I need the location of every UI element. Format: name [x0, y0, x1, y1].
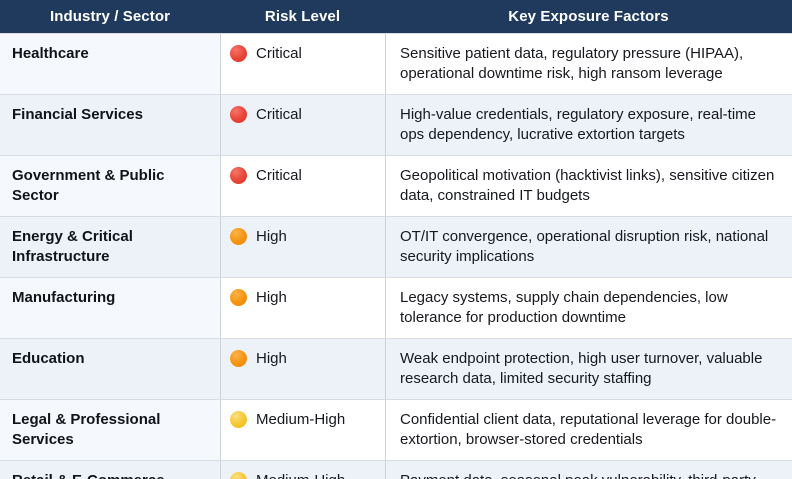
- sector-cell: Retail & E-Commerce: [0, 461, 220, 479]
- table-row: Legal & Professional Services Medium-Hig…: [0, 399, 792, 460]
- risk-level-label: Medium-High: [256, 411, 346, 428]
- risk-dot-icon: [230, 472, 247, 479]
- table-row: Government & Public Sector Critical Geop…: [0, 155, 792, 216]
- sector-cell: Manufacturing: [0, 278, 220, 338]
- risk-cell: Medium-High: [220, 461, 385, 479]
- risk-cell: High: [220, 339, 385, 399]
- risk-cell: High: [220, 278, 385, 338]
- exposure-cell: High-value credentials, regulatory expos…: [385, 95, 792, 155]
- sector-cell: Energy & Critical Infrastructure: [0, 217, 220, 277]
- exposure-cell: Confidential client data, reputational l…: [385, 400, 792, 460]
- risk-dot-icon: [230, 411, 247, 428]
- risk-cell: Critical: [220, 156, 385, 216]
- exposure-cell: Payment data, seasonal peak vulnerabilit…: [385, 461, 792, 479]
- column-header-industry-sector: Industry / Sector: [49, 8, 171, 25]
- table-header-row: Industry / Sector Risk Level Key Exposur…: [0, 0, 792, 33]
- risk-level-label: High: [256, 228, 287, 245]
- sector-cell: Healthcare: [0, 34, 220, 94]
- exposure-cell: OT/IT convergence, operational disruptio…: [385, 217, 792, 277]
- sector-cell: Financial Services: [0, 95, 220, 155]
- risk-level-label: High: [256, 289, 287, 306]
- column-header-key-exposure-factors: Key Exposure Factors: [508, 8, 669, 25]
- table-row: Energy & Critical Infrastructure High OT…: [0, 216, 792, 277]
- exposure-cell: Legacy systems, supply chain dependencie…: [385, 278, 792, 338]
- table-row: Manufacturing High Legacy systems, suppl…: [0, 277, 792, 338]
- risk-dot-icon: [230, 106, 247, 123]
- table-row: Retail & E-Commerce Medium-High Payment …: [0, 460, 792, 479]
- risk-cell: Critical: [220, 34, 385, 94]
- risk-dot-icon: [230, 228, 247, 245]
- table-row: Healthcare Critical Sensitive patient da…: [0, 33, 792, 94]
- risk-cell: High: [220, 217, 385, 277]
- risk-dot-icon: [230, 45, 247, 62]
- exposure-cell: Sensitive patient data, regulatory press…: [385, 34, 792, 94]
- risk-level-label: High: [256, 350, 287, 367]
- exposure-cell: Weak endpoint protection, high user turn…: [385, 339, 792, 399]
- risk-level-label: Critical: [256, 167, 302, 184]
- risk-level-label: Critical: [256, 106, 302, 123]
- risk-dot-icon: [230, 289, 247, 306]
- risk-level-label: Medium-High: [256, 471, 345, 479]
- risk-level-label: Critical: [256, 45, 302, 62]
- sector-cell: Education: [0, 339, 220, 399]
- sector-cell: Government & Public Sector: [0, 156, 220, 216]
- risk-dot-icon: [230, 167, 247, 184]
- risk-cell: Medium-High: [220, 400, 385, 460]
- table-row: Education High Weak endpoint protection,…: [0, 338, 792, 399]
- table-row: Financial Services Critical High-value c…: [0, 94, 792, 155]
- risk-cell: Critical: [220, 95, 385, 155]
- exposure-cell: Geopolitical motivation (hacktivist link…: [385, 156, 792, 216]
- sector-cell: Legal & Professional Services: [0, 400, 220, 460]
- risk-dot-icon: [230, 350, 247, 367]
- column-header-risk-level: Risk Level: [264, 8, 341, 25]
